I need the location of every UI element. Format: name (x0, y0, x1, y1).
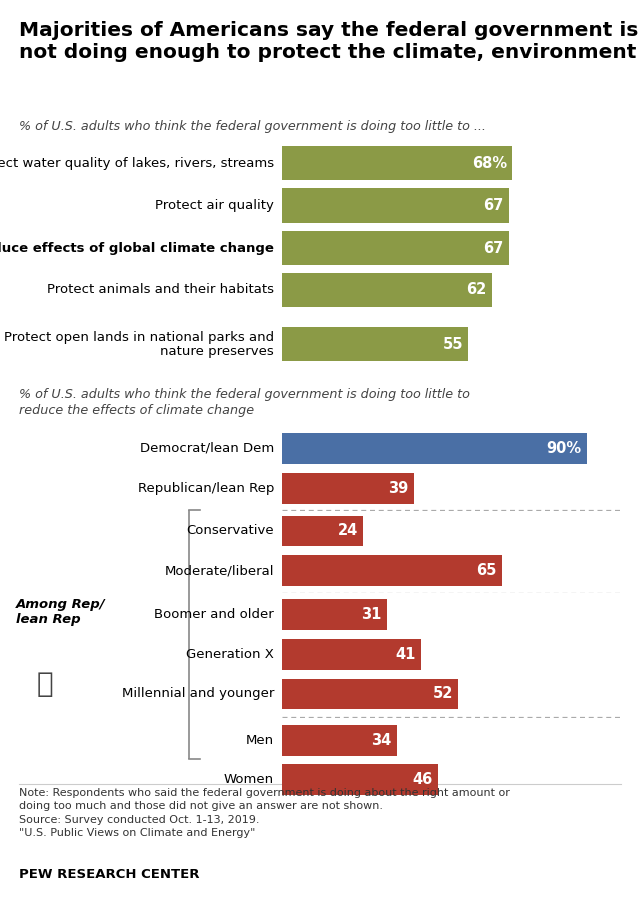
Text: % of U.S. adults who think the federal government is doing too little to ...: % of U.S. adults who think the federal g… (19, 120, 486, 132)
Text: 67: 67 (483, 241, 504, 255)
Text: 39: 39 (388, 481, 409, 496)
Text: Women: Women (224, 773, 274, 786)
Text: Protect animals and their habitats: Protect animals and their habitats (47, 284, 274, 296)
Text: 68%: 68% (472, 156, 507, 170)
Text: Protect air quality: Protect air quality (155, 199, 274, 212)
Text: Moderate/liberal: Moderate/liberal (164, 564, 274, 577)
Text: 67: 67 (483, 198, 504, 213)
Text: Boomer and older: Boomer and older (154, 608, 274, 621)
Text: 34: 34 (372, 733, 392, 747)
Text: Majorities of Americans say the federal government is
not doing enough to protec: Majorities of Americans say the federal … (19, 21, 639, 62)
Text: % of U.S. adults who think the federal government is doing too little to
reduce : % of U.S. adults who think the federal g… (19, 388, 470, 417)
Text: Millennial and younger: Millennial and younger (122, 688, 274, 700)
Text: Republican/lean Rep: Republican/lean Rep (138, 482, 274, 495)
Text: Reduce effects of global climate change: Reduce effects of global climate change (0, 242, 274, 255)
Text: 62: 62 (467, 283, 487, 297)
Text: 24: 24 (338, 524, 358, 538)
Text: 46: 46 (412, 772, 433, 786)
Text: PEW RESEARCH CENTER: PEW RESEARCH CENTER (19, 868, 200, 881)
Text: Generation X: Generation X (186, 648, 274, 660)
Text: Among Rep/
lean Rep: Among Rep/ lean Rep (16, 598, 106, 626)
Text: Men: Men (246, 734, 274, 747)
Text: Protect open lands in national parks and
nature preserves: Protect open lands in national parks and… (4, 331, 274, 358)
Text: Conservative: Conservative (186, 525, 274, 537)
Text: 65: 65 (477, 564, 497, 578)
Text: Note: Respondents who said the federal government is doing about the right amoun: Note: Respondents who said the federal g… (19, 788, 510, 838)
Text: Protect water quality of lakes, rivers, streams: Protect water quality of lakes, rivers, … (0, 157, 274, 169)
Text: 31: 31 (361, 607, 381, 622)
Text: 55: 55 (442, 337, 463, 352)
Text: 41: 41 (395, 647, 415, 661)
Text: 90%: 90% (547, 441, 582, 456)
Text: 52: 52 (433, 687, 453, 701)
Text: 🐘: 🐘 (36, 670, 53, 699)
Text: Democrat/lean Dem: Democrat/lean Dem (140, 442, 274, 455)
